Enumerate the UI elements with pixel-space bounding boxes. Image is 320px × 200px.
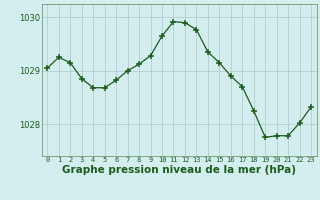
X-axis label: Graphe pression niveau de la mer (hPa): Graphe pression niveau de la mer (hPa) (62, 165, 296, 175)
